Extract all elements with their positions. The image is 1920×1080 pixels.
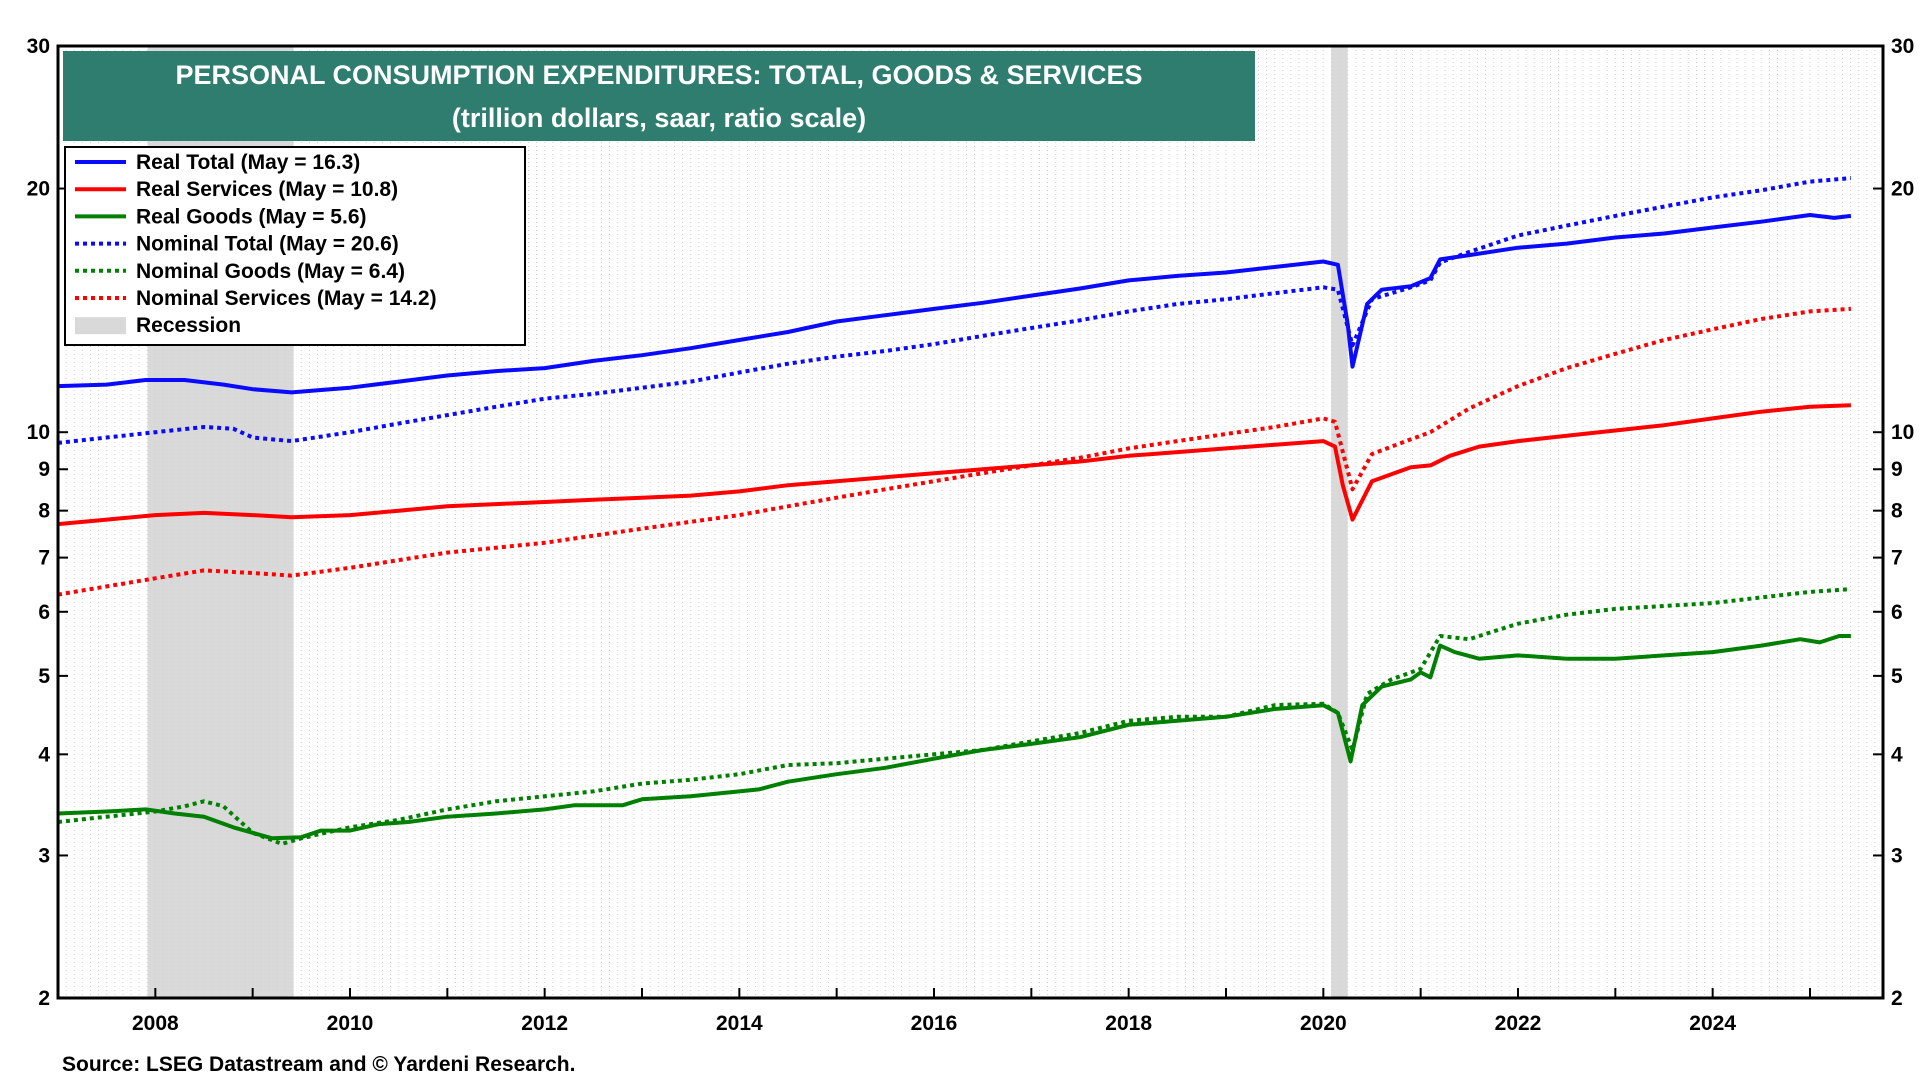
y-tick-label: 5: [38, 665, 50, 688]
legend-label-real-services: Real Services (May = 10.8): [136, 178, 398, 201]
y-tick-label: 9: [1891, 458, 1903, 481]
y-tick-label: 3: [1891, 844, 1903, 867]
y-tick-label: 9: [38, 458, 50, 481]
x-tick-label: 2008: [132, 1012, 179, 1035]
legend-label-real-total: Real Total (May = 16.3): [136, 151, 360, 174]
x-tick-label: 2012: [521, 1012, 568, 1035]
x-tick-label: 2024: [1689, 1012, 1736, 1035]
legend: Real Total (May = 16.3) Real Services (Ma…: [64, 146, 526, 346]
x-tick-label: 2020: [1300, 1012, 1347, 1035]
legend-label-recession: Recession: [136, 314, 241, 337]
y-axis-left: 2 3 4 5 6 7 8 9 10 20 30: [27, 35, 68, 1010]
y-tick-label: 5: [1891, 665, 1903, 688]
x-tick-label: 2016: [911, 1012, 958, 1035]
y-tick-label: 20: [1891, 178, 1914, 201]
x-tick-label: 2010: [327, 1012, 374, 1035]
series-line-nominal-goods: [57, 587, 1852, 846]
y-tick-label: 6: [1891, 601, 1903, 624]
y-tick-label: 2: [1891, 987, 1903, 1010]
y-axis-right: 2 3 4 5 6 7 8 9 10 20 30: [1873, 35, 1914, 1010]
y-tick-label: 30: [1891, 35, 1914, 58]
y-tick-label: 4: [38, 743, 50, 766]
y-tick-label: 8: [1891, 500, 1903, 523]
y-tick-label: 2: [38, 987, 50, 1010]
y-tick-label: 3: [38, 844, 50, 867]
legend-label-nominal-total: Nominal Total (May = 20.6): [136, 233, 399, 256]
series-lines: [57, 176, 1852, 846]
legend-box: [64, 146, 526, 346]
x-tick-label: 2022: [1495, 1012, 1542, 1035]
source-note: Source: LSEG Datastream and © Yardeni Re…: [62, 1053, 575, 1076]
y-tick-label: 30: [27, 35, 50, 58]
series-line-real-services: [57, 403, 1851, 527]
title-box: PERSONAL CONSUMPTION EXPENDITURES: TOTAL…: [63, 51, 1255, 141]
legend-label-nominal-goods: Nominal Goods (May = 6.4): [136, 260, 405, 283]
grid-lines: [57, 46, 1884, 998]
chart-subtitle: (trillion dollars, saar, ratio scale): [452, 103, 866, 133]
title-background: [63, 51, 1255, 141]
legend-label-nominal-services: Nominal Services (May = 14.2): [136, 287, 437, 310]
plot-frame: [56, 44, 1885, 1000]
y-tick-label: 10: [27, 421, 50, 444]
y-tick-label: 8: [38, 500, 50, 523]
x-tick-label: 2018: [1105, 1012, 1152, 1035]
y-tick-label: 20: [27, 178, 50, 201]
y-tick-label: 6: [38, 601, 50, 624]
x-tick-label: 2014: [716, 1012, 763, 1035]
y-tick-label: 7: [38, 547, 50, 570]
series-line-real-total: [57, 213, 1852, 395]
y-tick-label: 4: [1891, 743, 1903, 766]
legend-swatch-recession: [75, 317, 126, 335]
y-tick-label: 10: [1891, 421, 1914, 444]
legend-label-real-goods: Real Goods (May = 5.6): [136, 205, 367, 228]
series-line-nominal-total: [57, 176, 1852, 445]
y-tick-label: 7: [1891, 547, 1903, 570]
chart-title: PERSONAL CONSUMPTION EXPENDITURES: TOTAL…: [175, 60, 1142, 90]
x-axis: 2008 2010 2012 2014 2016 2018 2020 2022 2024: [57, 988, 1811, 1035]
